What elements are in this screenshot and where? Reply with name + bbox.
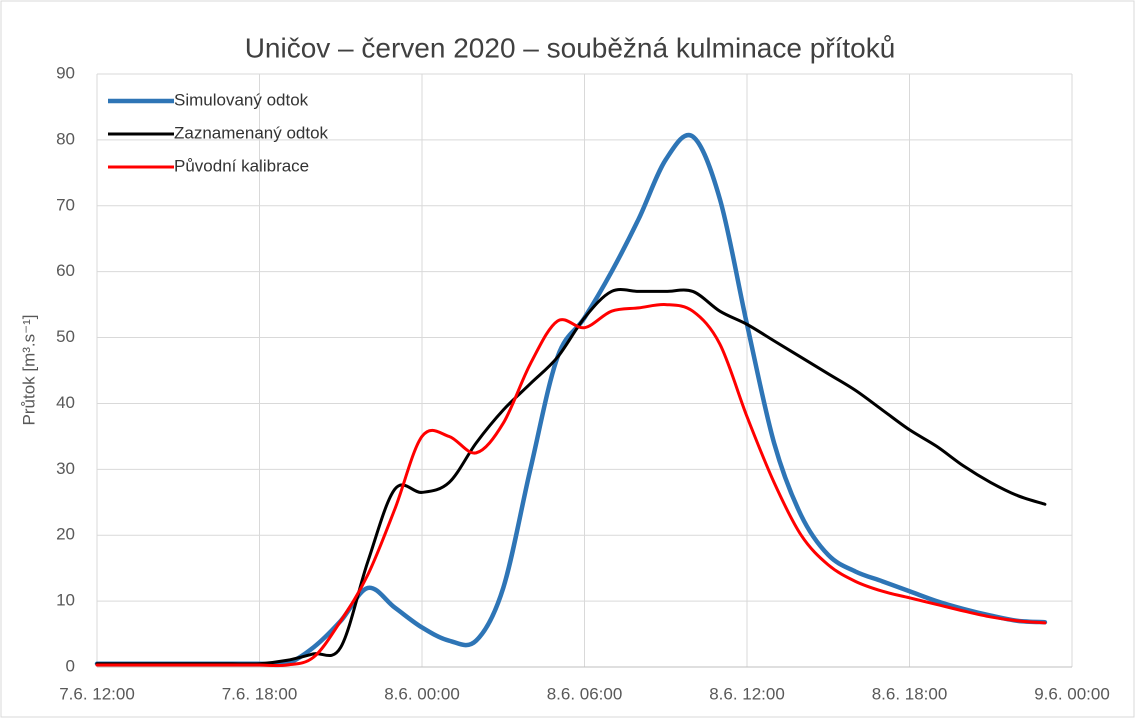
x-tick-label: 8.6. 12:00 [709, 684, 785, 703]
data-line [95, 303, 1047, 668]
y-tick-label: 0 [66, 656, 75, 675]
x-tick-label: 9.6. 00:00 [1034, 684, 1110, 703]
y-tick-label: 50 [56, 327, 75, 346]
legend: Simulovaný odtok Zaznamenaný odtok Původní… [108, 90, 329, 175]
chart-title: Uničov – červen 2020 – souběžná kulminac… [245, 32, 896, 63]
legend-label: Simulovaný odtok [174, 90, 309, 109]
y-tick-label: 60 [56, 261, 75, 280]
y-tick-label: 70 [56, 195, 75, 214]
y-tick-label: 40 [56, 393, 75, 412]
x-tick-label: 8.6. 18:00 [872, 684, 948, 703]
y-tick-label: 30 [56, 459, 75, 478]
y-axis-label: Průtok [m³.s⁻¹] [19, 315, 38, 426]
x-tick-label: 7.6. 12:00 [59, 684, 135, 703]
y-tick-label: 20 [56, 525, 75, 544]
x-tick-label: 8.6. 06:00 [547, 684, 623, 703]
legend-label: Zaznamenaný odtok [174, 123, 329, 142]
legend-label: Původní kalibrace [174, 156, 309, 175]
y-tick-label: 10 [56, 591, 75, 610]
x-tick-label: 8.6. 00:00 [384, 684, 460, 703]
y-tick-label: 80 [56, 129, 75, 148]
x-tick-label: 7.6. 18:00 [222, 684, 298, 703]
y-tick-label: 90 [56, 63, 75, 82]
